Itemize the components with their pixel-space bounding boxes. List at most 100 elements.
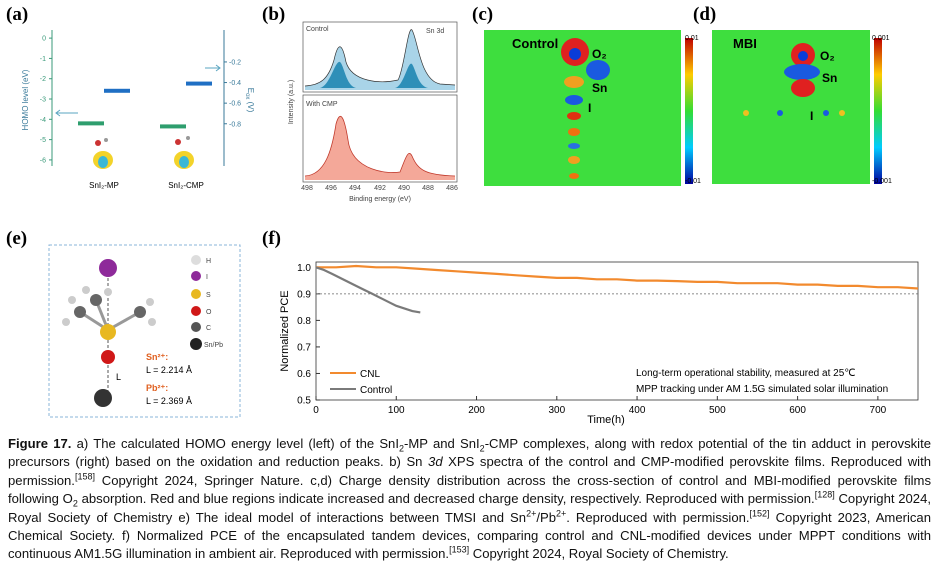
y-axis-label: Normalized PCE [279,290,291,371]
colorbar-label: -0.01 [685,178,701,185]
frame [302,94,458,183]
x-tick-label: 494 [349,185,361,192]
energy-level [160,124,186,129]
y-tick-label: 0.9 [297,289,311,300]
x-tick-label: 0 [313,405,319,416]
y-tick-label: 0.7 [297,342,311,353]
caption-text: Copyright 2024, Springer Nature. c,d) Ch… [8,472,931,507]
panel-label: (a) [6,4,28,25]
caption-text: 2 [398,443,404,454]
annotation: MPP tracking under AM 1.5G simulated sol… [636,384,888,395]
caption-text: [128] [814,489,835,500]
ion-label: Pb²⁺: [146,383,168,393]
arrow [55,109,78,117]
annotation: Long-term operational stability, measure… [636,368,856,379]
x-tick-label: SnI₂-MP [89,181,119,190]
caption-text: -MP and SnI [404,436,480,451]
y2-label-part: E [246,88,255,93]
caption-text: [152] [749,508,770,519]
x-tick-label: 300 [548,405,565,416]
y2-label-part: (V) [246,99,255,112]
caption-text: 2+ [526,508,537,519]
colorbar-label: -0.001 [872,178,892,185]
caption-text: 2 [479,443,485,454]
colorbar-label: 0.001 [872,35,890,42]
colorbar-label: 0.01 [685,35,699,42]
spectrum-label: Control [306,26,329,33]
y-axis-label: Intensity (a.u.) [288,80,295,124]
caption-text: /Pb [536,509,556,525]
bond-length: L = 2.214 Å [146,365,192,375]
caption-text: absorption. Red and blue regions indicat… [77,491,815,507]
legend-label: C [206,325,211,332]
energy-level [186,81,212,86]
x-tick-label: 486 [446,185,458,192]
x-axis-label: Time(h) [587,414,624,426]
x-tick-label: 400 [629,405,646,416]
ion-label: Sn²⁺: [146,352,168,362]
panel-label: (e) [6,228,27,249]
legend-label: CNL [360,369,380,380]
caption-text: 2+ [556,508,567,519]
x-tick-label: 488 [422,185,434,192]
energy-level [104,88,130,93]
data-line [316,264,919,290]
y-tick-label: -6 [40,157,46,164]
energy-level [78,121,104,126]
atom-label: Sn [592,81,607,95]
map-title: Control [512,36,558,51]
y-tick-label: -5 [40,137,46,144]
y2-axis-label: Eox (V) [244,88,255,113]
atom-label: I [588,101,591,115]
plot-frame [315,261,919,401]
caption-text: a) The calculated HOMO energy level (lef… [71,436,399,451]
y-tick-label: -1 [40,56,46,63]
spectrum-fill [305,116,455,180]
panel-label: (b) [262,4,285,25]
caption-text: XPS spectra of the control and CMP-modif… [8,454,931,488]
caption-text: 3d [428,454,443,470]
y2-label-part: ox [244,93,250,99]
caption-text: . Reproduced with permission. [566,509,750,525]
x-tick-label: 490 [398,185,410,192]
caption-text: [153] [449,545,470,556]
x-tick-label: 700 [870,405,887,416]
y-tick-label: 0 [42,36,46,43]
frame [302,21,458,93]
spectrum-label: With CMP [306,101,338,108]
y-tick-label: -3 [40,97,46,104]
legend-label: S [206,292,211,299]
model-frame [48,244,241,418]
data-line [315,266,421,314]
x-tick-label: 600 [789,405,806,416]
charge-map [712,30,882,184]
caption: Figure 17. a) The calculated HOMO energy… [8,435,931,564]
y-tick-label: -4 [40,117,46,124]
arrow [205,64,221,72]
legend-label: H [206,258,211,265]
x-tick-label: SnI₂-CMP [168,181,204,190]
spectrum-peak [320,61,428,88]
figure: (a) HOMO level (eV) Eox (V) (b) Control … [6,4,919,426]
caption-text: -CMP complexes, along with redox potenti… [8,436,932,470]
caption-text: 2 [72,498,78,509]
caption-text: Copyright 2023, American Chemical Societ… [8,509,931,562]
legend-label: Control [360,385,392,396]
x-tick-label: 100 [388,405,405,416]
legend-label: O [206,309,212,316]
arrows [55,64,221,117]
caption-text: Copyright 2024, Royal Society of Chemist… [469,546,729,562]
caption-text: Copyright 2024, Royal Society of Chemist… [8,491,931,525]
spectrum-line [304,29,456,87]
charge-map [484,30,693,186]
x-tick-label: 496 [325,185,337,192]
y2-tick-label: -0.4 [229,80,241,87]
panel-label: (d) [693,4,716,25]
y-tick-label: 0.6 [297,369,311,380]
molecule-sketch [93,136,194,169]
y2-tick-label: -0.6 [229,101,241,108]
y-tick-label: 0.5 [297,396,311,407]
atom-label: Sn [822,71,837,85]
map-title: MBI [733,36,757,51]
